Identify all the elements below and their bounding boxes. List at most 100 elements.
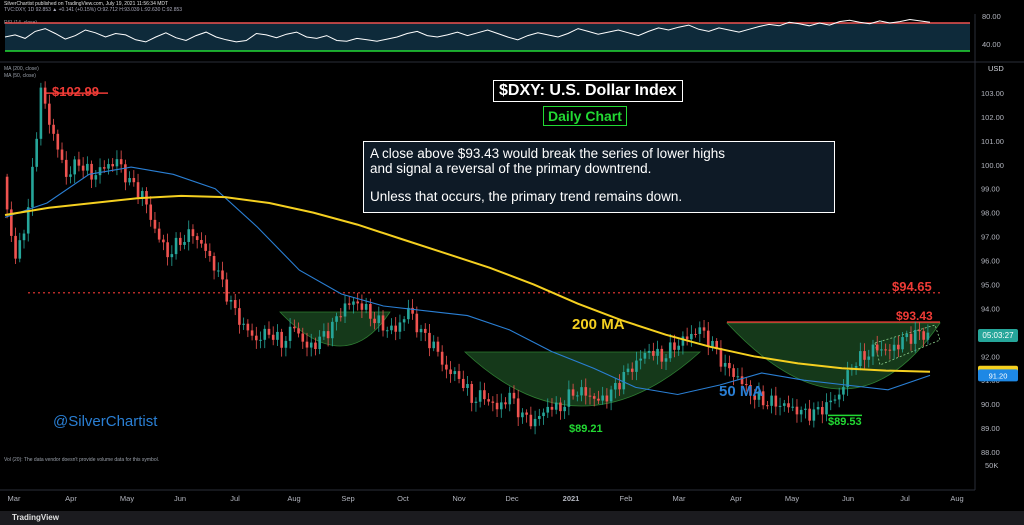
candle-body [499, 402, 503, 410]
candle-body [373, 318, 376, 324]
note-line-2: and signal a reversal of the primary dow… [370, 161, 652, 176]
candle-body [761, 391, 765, 406]
volume-axis-label: 50K [985, 461, 998, 470]
candle-body [478, 390, 482, 402]
candle-body [347, 303, 351, 305]
candle-body [385, 330, 389, 332]
candle-body [35, 138, 38, 167]
candle-body [867, 356, 871, 360]
candle-body [174, 237, 178, 255]
candle-body [744, 384, 748, 386]
high-price-label: $102.99 [52, 84, 99, 99]
candle-body [897, 344, 900, 350]
candle-body [111, 164, 115, 167]
candle-body [859, 351, 862, 367]
candle-body [808, 408, 811, 421]
candle-body [626, 368, 630, 373]
candle-body [449, 369, 452, 375]
candle-body [491, 401, 495, 403]
x-tick-label: May [785, 494, 799, 503]
candle-body [504, 402, 507, 405]
price-tick-label: 94.00 [981, 304, 1000, 313]
candle-body [871, 344, 875, 357]
x-tick-label: Jul [230, 494, 240, 503]
candle-body [656, 348, 659, 356]
candle-body [804, 408, 807, 410]
candle-body [601, 395, 604, 401]
candle-body [833, 399, 837, 401]
candle-body [664, 358, 668, 362]
analysis-note: A close above $93.43 would break the ser… [363, 141, 835, 213]
tradingview-brand: TradingView [12, 513, 59, 522]
candle-body [98, 167, 102, 176]
candle-body [191, 229, 195, 237]
chart-title: $DXY: U.S. Dollar Index [493, 80, 683, 102]
candle-body [538, 416, 541, 419]
low1-label: $89.21 [569, 423, 603, 435]
candle-body [918, 329, 921, 332]
candle-body [419, 328, 423, 333]
candle-body [107, 164, 110, 169]
candle-body [829, 400, 833, 403]
candle-body [550, 406, 554, 410]
candle-body [436, 341, 440, 352]
candle-body [250, 330, 254, 336]
candle-body [457, 371, 461, 379]
price-tick-label: 90.00 [981, 400, 1000, 409]
candle-body [335, 316, 338, 322]
candle-body [618, 382, 621, 390]
candle-body [715, 340, 719, 348]
candle-body [782, 403, 786, 406]
candle-body [221, 270, 224, 280]
low2-label: $89.53 [828, 416, 862, 428]
candle-body [280, 331, 283, 348]
candle-body [69, 174, 72, 177]
price-tick-label: 98.00 [981, 209, 1000, 218]
candle-body [394, 325, 397, 332]
candle-body [677, 345, 680, 350]
price-tick-label: 103.00 [981, 89, 1004, 98]
price-tick-label: 92.00 [981, 352, 1000, 361]
candle-body [580, 387, 583, 396]
price-tick-label: 99.00 [981, 185, 1000, 194]
candle-body [588, 395, 592, 397]
x-tick-label: Apr [65, 494, 77, 503]
candle-body [390, 325, 393, 331]
x-tick-label: Jun [174, 494, 186, 503]
neckline-label: $93.43 [896, 309, 933, 323]
candle-body [233, 300, 237, 309]
candle-body [238, 308, 241, 325]
price-tick-label: 102.00 [981, 113, 1004, 122]
candle-body [402, 319, 406, 323]
candle-body [356, 301, 359, 304]
axes: 80.00 40.00 USD 103.00 102.00 101.00 100.00 99.… [0, 12, 1024, 503]
candle-body [136, 182, 140, 198]
candle-body [453, 371, 457, 375]
candle-body [178, 237, 182, 245]
candle-body [428, 332, 431, 349]
ma50-line [4, 166, 931, 396]
candle-body [352, 301, 355, 305]
candle-body [216, 270, 220, 272]
candle-body [64, 159, 68, 177]
candle-body [559, 402, 562, 412]
cup-main-shading [463, 351, 702, 407]
volume-note: Vol (20): The data vendor doesn't provid… [4, 457, 160, 463]
candle-body [398, 322, 402, 332]
candle-body [542, 412, 545, 417]
candle-body [461, 378, 465, 388]
candle-body [888, 349, 892, 351]
current-price-tag: 05:03:27 [978, 329, 1018, 342]
candle-body [31, 166, 34, 208]
publisher-line: SilverChartist published on TradingView.… [4, 1, 169, 7]
candle-body [212, 256, 216, 271]
candle-body [229, 300, 233, 302]
candle-body [301, 333, 305, 342]
candle-body [740, 376, 744, 385]
candle-body [825, 402, 828, 415]
x-tick-label: 2021 [563, 494, 580, 503]
candle-body [487, 399, 490, 402]
candle-body [271, 334, 275, 340]
author-handle: @SilverChartist [53, 413, 158, 430]
